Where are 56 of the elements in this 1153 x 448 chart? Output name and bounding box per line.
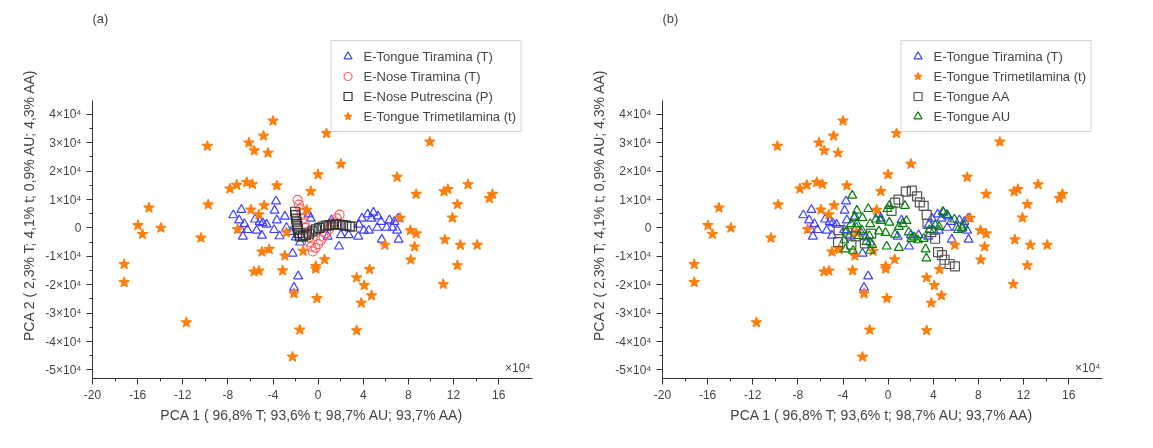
annotation: ×10⁴ [504,360,531,375]
x-tick-label: -8 [222,387,234,402]
y-tick-label: 4×10⁴ [619,107,652,122]
x-tick-label: -4 [837,387,849,402]
x-tick-label: 16 [1061,387,1076,402]
y-tick-label: -3×10⁴ [615,306,652,321]
y-tick-label: -1×10⁴ [45,249,82,264]
chart-title: (b) [662,10,679,26]
y-tick-label: -5×10⁴ [45,362,82,377]
y-tick-label: -2×10⁴ [45,277,82,292]
y-tick-label: 4×10⁴ [49,107,82,122]
legend-label: E-Nose Putrescina (P) [363,88,493,104]
y-tick-label: 0 [74,220,82,235]
x-tick-label: -16 [128,387,147,402]
legend-label: E-Nose Tiramina (T) [363,68,481,84]
x-axis-title: PCA 1 ( 96,8% T; 93,6% t; 98,7% AU; 93,7% AA) [730,406,1033,423]
x-tick-label: 0 [314,387,322,402]
y-axis-title: PCA 2 ( 2,3% T; 4,1% t; 0,9% AU; 4,3% AA) [591,70,608,342]
y-tick-label: -2×10⁴ [615,277,652,292]
legend-label: E-Tongue Tiramina (T) [363,48,493,64]
y-tick-label: -4×10⁴ [615,334,652,349]
y-tick-label: 1×10⁴ [619,192,652,207]
legend-label: E-Tongue AA [933,88,1010,104]
y-axis-title: PCA 2 ( 2,3% T; 4,1% t; 0,9% AU; 4,3% AA) [21,70,38,342]
x-tick-label: 8 [975,387,983,402]
x-tick-label: -4 [267,387,279,402]
x-tick-label: 4 [929,387,937,402]
x-axis-title: PCA 1 ( 96,8% T; 93,6% t; 98,7% AU; 93,7% AA) [160,406,463,423]
y-tick-label: 1×10⁴ [49,192,82,207]
x-tick-label: -12 [744,387,762,402]
x-tick-label: 0 [884,387,892,402]
x-tick-label: 4 [359,387,367,402]
legend-label: E-Tongue Tiramina (T) [933,48,1063,64]
y-tick-label: 2×10⁴ [619,164,652,179]
x-tick-label: -16 [698,387,717,402]
legend-label: E-Tongue AU [933,108,1011,124]
x-tick-label: -12 [174,387,192,402]
annotation: ×10⁴ [1074,360,1101,375]
y-tick-label: 2×10⁴ [49,164,82,179]
y-tick-label: 3×10⁴ [49,135,82,150]
x-tick-label: 12 [1016,387,1031,402]
x-tick-label: 8 [405,387,413,402]
x-tick-label: -20 [653,387,672,402]
y-tick-label: 0 [644,220,652,235]
legend-label: E-Tongue Trimetilamina (t) [933,68,1086,84]
x-tick-label: -8 [792,387,804,402]
x-tick-label: 16 [491,387,506,402]
y-tick-label: -4×10⁴ [45,334,82,349]
legend-label: E-Tongue Trimetilamina (t) [363,108,516,124]
chart-title: (a) [92,10,109,26]
y-tick-label: -3×10⁴ [45,306,82,321]
y-tick-label: -5×10⁴ [615,362,652,377]
x-tick-label: -20 [83,387,102,402]
x-tick-label: 12 [446,387,461,402]
y-tick-label: -1×10⁴ [615,249,652,264]
y-tick-label: 3×10⁴ [619,135,652,150]
